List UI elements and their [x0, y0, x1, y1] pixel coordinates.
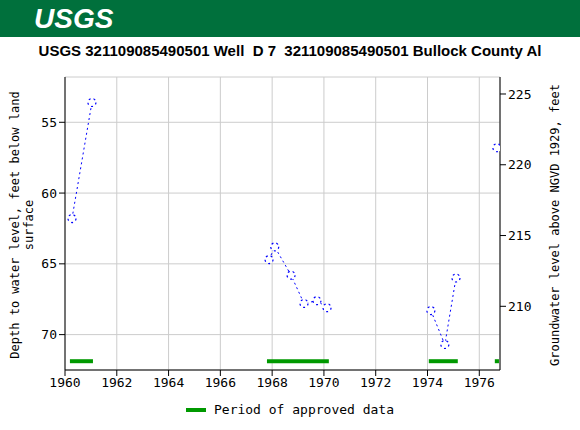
svg-text:220: 220	[508, 157, 531, 172]
svg-text:210: 210	[508, 299, 531, 314]
svg-text:1970: 1970	[308, 375, 339, 390]
svg-text:65: 65	[41, 256, 57, 271]
html-text:Groundwater level above NGVD 1: Groundwater level above NGVD 1929, feet	[548, 84, 562, 366]
svg-text:1976: 1976	[464, 375, 495, 390]
svg-text:1966: 1966	[205, 375, 236, 390]
html-text:Depth to water level, feet bel: Depth to water level, feet below land	[8, 91, 22, 359]
html-text:Period of approved data: Period of approved data	[214, 402, 394, 417]
svg-text:1972: 1972	[360, 375, 391, 390]
svg-text:60: 60	[41, 186, 57, 201]
html-text:USGS: USGS	[34, 3, 114, 34]
svg-text:1968: 1968	[256, 375, 287, 390]
svg-text:1962: 1962	[101, 375, 132, 390]
svg-text:225: 225	[508, 87, 531, 102]
html-text:surface: surface	[22, 199, 36, 251]
svg-text:1960: 1960	[49, 375, 80, 390]
html-text:USGS 321109085490501 Well D 7: USGS 321109085490501 Well D 7 3211090854…	[38, 42, 542, 59]
svg-text:70: 70	[41, 327, 57, 342]
svg-text:1964: 1964	[153, 375, 184, 390]
svg-text:215: 215	[508, 228, 531, 243]
svg-text:55: 55	[41, 115, 57, 130]
svg-text:1974: 1974	[412, 375, 443, 390]
